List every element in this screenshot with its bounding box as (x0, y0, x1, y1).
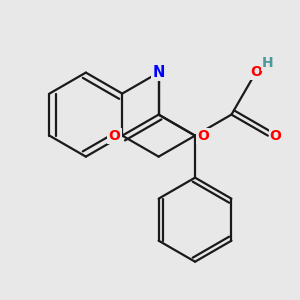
Text: O: O (270, 129, 281, 142)
Text: O: O (109, 129, 120, 142)
Text: O: O (197, 129, 209, 142)
Text: O: O (250, 64, 262, 79)
Text: N: N (152, 65, 165, 80)
Text: H: H (262, 56, 274, 70)
